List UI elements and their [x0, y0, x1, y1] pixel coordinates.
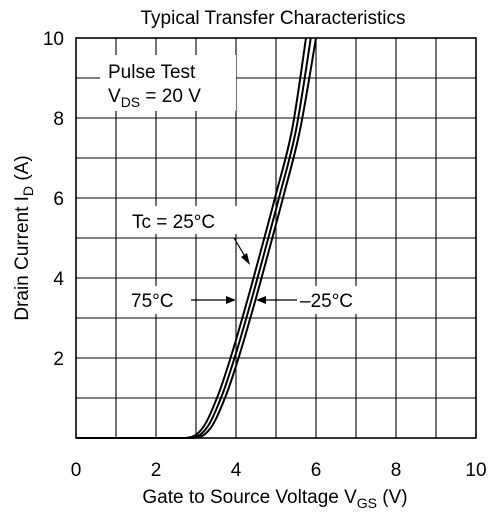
y-tick-labels: 2 4 6 8 10 — [43, 29, 65, 370]
y-tick-label: 8 — [53, 109, 64, 130]
tm25-label: –25°C — [300, 291, 353, 312]
tc-25-arrowhead — [241, 253, 250, 265]
tc-25-label: Tc = 25°C — [132, 212, 215, 233]
tm25-arrowhead — [256, 296, 266, 304]
y-tick-label: 4 — [53, 269, 64, 290]
y-axis-label: Drain Current ID (A) — [12, 155, 36, 320]
tc-25-leader — [233, 237, 247, 259]
x-axis-label: Gate to Source Voltage VGS (V) — [142, 487, 407, 511]
pulse-test-box — [100, 55, 236, 111]
tc-label-bg — [128, 206, 244, 234]
x-tick-label: 0 — [71, 460, 82, 481]
x-tick-label: 4 — [231, 460, 242, 481]
x-tick-label: 10 — [465, 460, 486, 481]
y-tick-label: 6 — [53, 189, 64, 210]
y-tick-label: 10 — [43, 29, 64, 50]
chart-title: Typical Transfer Characteristics — [140, 8, 405, 29]
t75-label-bg — [128, 286, 190, 314]
curve-25-c — [75, 37, 317, 440]
pulse-test-label: Pulse Test — [108, 62, 196, 83]
plot-frame — [75, 37, 477, 439]
grid — [76, 38, 476, 438]
x-tick-label: 2 — [151, 460, 162, 481]
t75-arrowhead — [226, 296, 236, 304]
t75-label: 75°C — [131, 291, 173, 312]
x-tick-label: 8 — [391, 460, 402, 481]
y-tick-label: 2 — [53, 349, 64, 370]
vds-condition-label: VDS = 20 V — [108, 86, 201, 110]
x-tick-label: 6 — [311, 460, 322, 481]
series-curves — [75, 37, 317, 440]
tm25-label-bg — [298, 286, 372, 314]
x-tick-labels: 0 2 4 6 8 10 — [71, 460, 487, 481]
